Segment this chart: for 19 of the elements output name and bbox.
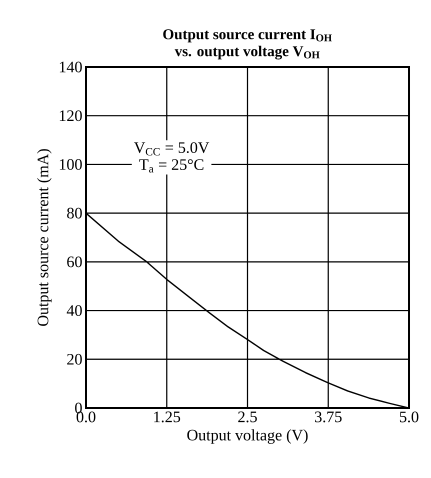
chart-title: Output source current I$_{OH}$: [163, 29, 332, 42]
y-tick-label: 40: [66, 305, 82, 316]
annotation: V$_{CC}$ = 5.0V: [134, 142, 210, 156]
x-tick-label: 2.5: [238, 412, 257, 422]
y-tick-label: 120: [60, 110, 82, 122]
y-tick-label: 20: [67, 354, 82, 365]
y-tick-label: 80: [67, 208, 82, 219]
x-tick-label: 5.0: [400, 412, 418, 422]
y-tick-label: 100: [60, 159, 82, 170]
y-axis-title: Output source current (mA): [37, 149, 52, 326]
x-tick-label: 1.25: [154, 412, 180, 422]
annotation: T$_{a}$ = 25°C: [139, 159, 204, 173]
y-tick-label: 60: [67, 256, 82, 268]
y-tick-label: 140: [60, 62, 82, 72]
chart-subtitle: vs. output voltage V$_{OH}$: [174, 46, 320, 60]
x-tick-label: 3.75: [315, 412, 342, 422]
x-axis-title: Output voltage (V): [187, 429, 308, 444]
y-tick-label: 0: [75, 402, 82, 414]
x-tick-label: 0.0: [76, 412, 96, 422]
